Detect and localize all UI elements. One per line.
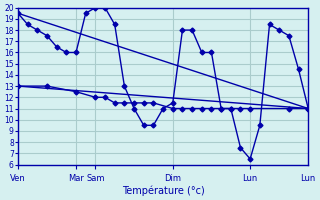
Text: Lun: Lun: [300, 174, 316, 183]
X-axis label: Température (°c): Température (°c): [122, 185, 204, 196]
